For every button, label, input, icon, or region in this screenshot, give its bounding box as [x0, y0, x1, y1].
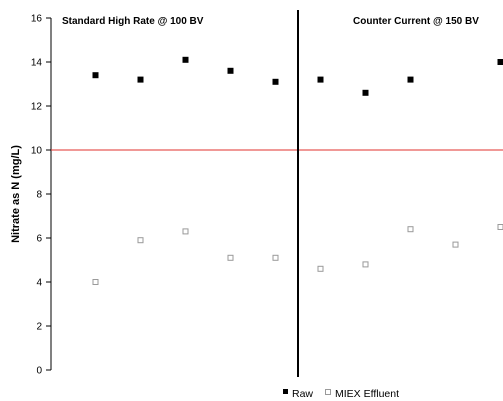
- y-axis: 0 2 4 6 8 10 12 14 16: [31, 14, 52, 377]
- raw-point: [92, 72, 99, 79]
- miex-effluent-point: [407, 226, 414, 233]
- raw-point: [227, 67, 234, 74]
- legend-label-raw: Raw: [292, 388, 313, 400]
- y-tick-label: 14: [31, 58, 43, 69]
- y-tick-label: 8: [36, 190, 42, 201]
- miex-effluent-point: [137, 237, 144, 244]
- legend-marker-miex-effluent: [325, 389, 331, 395]
- miex-effluent-point: [227, 254, 234, 261]
- y-tick-label: 2: [36, 322, 42, 333]
- legend-marker-raw: [283, 389, 288, 394]
- y-tick-label: 10: [31, 146, 43, 157]
- y-tick-label: 4: [36, 278, 42, 289]
- legend: Raw MIEX Effluent: [283, 388, 399, 400]
- raw-point: [317, 76, 324, 83]
- legend-label-miex-effluent: MIEX Effluent: [335, 388, 399, 400]
- miex-effluent-point: [182, 228, 189, 235]
- raw-point: [362, 89, 369, 96]
- raw-point: [137, 76, 144, 83]
- y-tick-label: 6: [36, 234, 42, 245]
- miex-effluent-point: [92, 279, 99, 285]
- raw-point: [407, 76, 414, 83]
- annotation-counter-current: Counter Current @ 150 BV: [353, 16, 479, 27]
- raw-point: [272, 78, 279, 85]
- miex-effluent-point: [497, 224, 503, 230]
- raw-point: [182, 56, 189, 63]
- miex-effluent-point: [272, 254, 279, 261]
- miex-effluent-point: [362, 261, 369, 268]
- y-axis-label: Nitrate as N (mg/L): [10, 145, 22, 243]
- miex-effluent-point: [317, 265, 324, 272]
- annotation-standard-high-rate: Standard High Rate @ 100 BV: [62, 16, 204, 27]
- y-tick-label: 12: [31, 102, 43, 113]
- miex-effluent-point: [452, 241, 459, 248]
- raw-point: [497, 59, 503, 65]
- y-tick-label: 0: [36, 366, 42, 377]
- y-tick-label: 16: [31, 14, 43, 25]
- data-points: [92, 56, 503, 285]
